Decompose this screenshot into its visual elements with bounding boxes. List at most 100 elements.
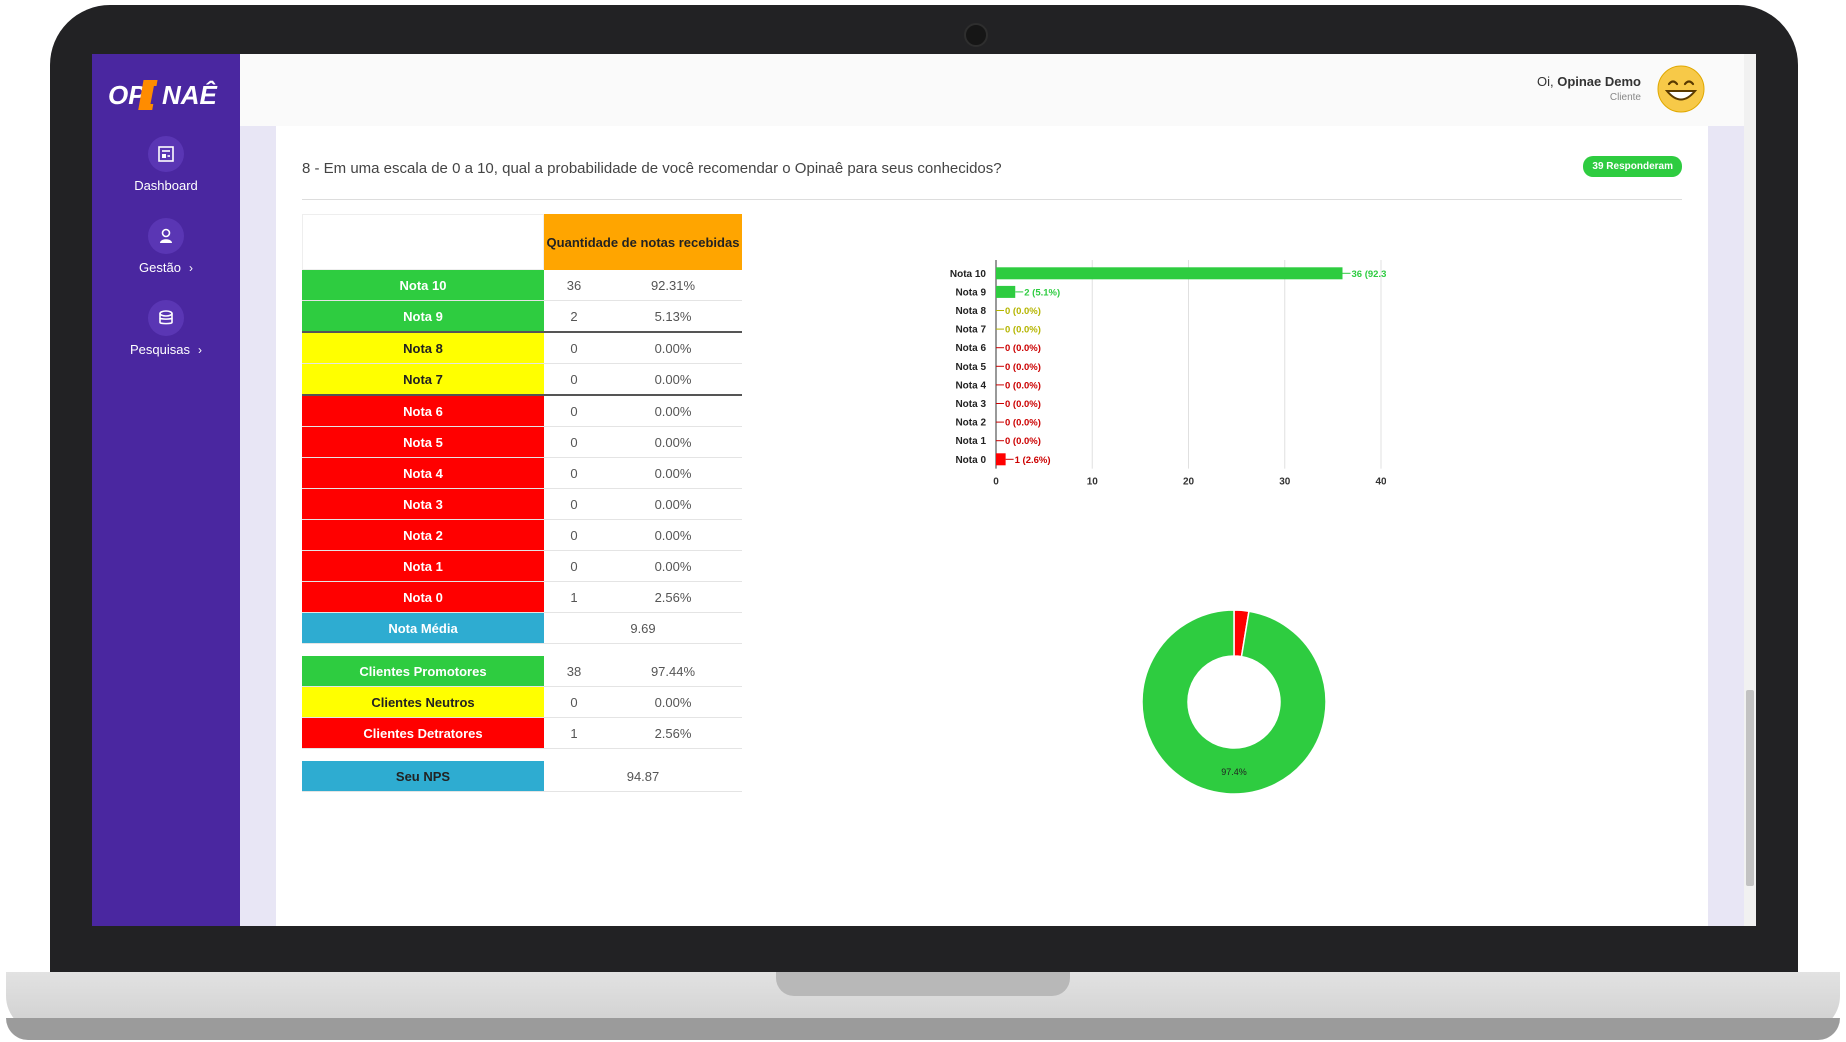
table-row: Clientes Promotores 38 97.44% bbox=[302, 656, 742, 687]
row-label: Nota 8 bbox=[302, 333, 544, 363]
nps-label: Seu NPS bbox=[302, 761, 544, 791]
table-row: Nota 6 0 0.00% bbox=[302, 396, 742, 427]
user-greeting[interactable]: Oi, Opinae Demo Cliente bbox=[1537, 74, 1641, 103]
row-percent: 2.56% bbox=[654, 725, 692, 741]
table-rows: Nota 10 36 92.31% Nota 9 2 5.13% Nota 8 0 0.00% N… bbox=[302, 270, 742, 613]
question-card: 8 - Em uma escala de 0 a 10, qual a prob… bbox=[276, 126, 1708, 926]
divider bbox=[302, 199, 1682, 200]
row-count: 0 bbox=[570, 558, 578, 574]
sidebar-item-pesquisas[interactable]: Pesquisas › bbox=[92, 300, 240, 357]
y-tick-label: Nota 0 bbox=[955, 455, 986, 466]
x-tick-label: 20 bbox=[1183, 477, 1195, 488]
row-label: Nota 3 bbox=[302, 489, 544, 519]
grinning-face-icon[interactable] bbox=[1656, 64, 1706, 114]
table-row: Nota 1 0 0.00% bbox=[302, 551, 742, 582]
user-role: Cliente bbox=[1609, 92, 1641, 103]
row-count: 1 bbox=[570, 589, 578, 605]
row-percent: 92.31% bbox=[650, 277, 696, 293]
sidebar-item-label: Pesquisas bbox=[130, 342, 190, 357]
table-row: Nota 8 0 0.00% bbox=[302, 333, 742, 364]
y-tick-label: Nota 5 bbox=[955, 362, 986, 373]
row-label: Clientes Promotores bbox=[302, 656, 544, 686]
table-row-media: Nota Média 9.69 bbox=[302, 613, 742, 644]
row-label: Nota 5 bbox=[302, 427, 544, 457]
donut-chart: 97.4% bbox=[1141, 609, 1327, 795]
table-row-nps: Seu NPS 94.87 bbox=[302, 761, 742, 792]
table-row: Nota 5 0 0.00% bbox=[302, 427, 742, 458]
row-percent: 2.56% bbox=[654, 589, 692, 605]
bar bbox=[996, 285, 1016, 298]
table-row: Nota 0 1 2.56% bbox=[302, 582, 742, 613]
media-label: Nota Média bbox=[302, 613, 544, 643]
row-percent: 0.00% bbox=[654, 403, 692, 419]
media-value: 9.69 bbox=[630, 620, 656, 636]
chevron-right-icon: › bbox=[197, 343, 202, 357]
sidebar-item-dashboard[interactable]: Dashboard bbox=[92, 136, 240, 193]
row-label: Nota 0 bbox=[302, 582, 544, 612]
data-label: 0 (0.0%) bbox=[1005, 418, 1041, 429]
scrollbar-thumb[interactable] bbox=[1746, 690, 1754, 886]
data-label: 0 (0.0%) bbox=[1005, 436, 1041, 447]
table-header-blank bbox=[302, 214, 544, 270]
row-percent: 0.00% bbox=[654, 434, 692, 450]
y-tick-label: Nota 10 bbox=[950, 269, 987, 280]
table-row: Nota 9 2 5.13% bbox=[302, 301, 742, 333]
summary-rows: Clientes Promotores 38 97.44% Clientes Neut… bbox=[302, 656, 742, 749]
y-tick-label: Nota 9 bbox=[955, 287, 986, 298]
row-percent: 0.00% bbox=[654, 527, 692, 543]
row-label: Nota 2 bbox=[302, 520, 544, 550]
row-count: 1 bbox=[570, 725, 578, 741]
bar bbox=[996, 453, 1006, 466]
sidebar-item-label: Dashboard bbox=[134, 178, 198, 193]
data-label: 0 (0.0%) bbox=[1005, 343, 1041, 354]
dashboard-icon bbox=[148, 136, 184, 172]
data-label: 0 (0.0%) bbox=[1005, 362, 1041, 373]
row-percent: 0.00% bbox=[654, 371, 692, 387]
row-count: 0 bbox=[570, 694, 578, 710]
row-label: Clientes Detratores bbox=[302, 718, 544, 748]
row-percent: 0.00% bbox=[654, 558, 692, 574]
top-bar: Oi, Opinae Demo Cliente bbox=[240, 54, 1744, 126]
pie-slice bbox=[1141, 609, 1327, 795]
row-count: 2 bbox=[570, 308, 578, 324]
y-tick-label: Nota 3 bbox=[955, 399, 986, 410]
opinae-logo[interactable]: OP I NAÊ bbox=[106, 66, 226, 126]
row-percent: 0.00% bbox=[654, 340, 692, 356]
y-tick-label: Nota 6 bbox=[955, 343, 986, 354]
row-label: Nota 4 bbox=[302, 458, 544, 488]
chevron-right-icon: › bbox=[188, 261, 193, 275]
data-label: 2 (5.1%) bbox=[1024, 287, 1060, 298]
y-tick-label: Nota 7 bbox=[955, 325, 986, 336]
row-percent: 0.00% bbox=[654, 465, 692, 481]
data-label: 0 (0.0%) bbox=[1005, 399, 1041, 410]
row-count: 0 bbox=[570, 434, 578, 450]
row-label: Nota 7 bbox=[302, 364, 544, 394]
data-label: 0 (0.0%) bbox=[1005, 325, 1041, 336]
table-row: Nota 3 0 0.00% bbox=[302, 489, 742, 520]
nps-value: 94.87 bbox=[626, 768, 660, 784]
row-count: 38 bbox=[566, 663, 582, 679]
sidebar-item-gestao[interactable]: Gestão › bbox=[92, 218, 240, 275]
row-count: 0 bbox=[570, 403, 578, 419]
row-label: Clientes Neutros bbox=[302, 687, 544, 717]
bar bbox=[996, 267, 1343, 280]
table-row: Nota 2 0 0.00% bbox=[302, 520, 742, 551]
spacer bbox=[302, 644, 742, 656]
row-percent: 0.00% bbox=[654, 694, 692, 710]
camera-dot bbox=[964, 23, 988, 47]
data-label: 1 (2.6%) bbox=[1015, 455, 1051, 466]
table-row: Nota 10 36 92.31% bbox=[302, 270, 742, 301]
greeting-prefix: Oi, bbox=[1536, 74, 1554, 89]
laptop-notch bbox=[776, 972, 1070, 996]
y-tick-label: Nota 2 bbox=[955, 418, 986, 429]
app-screen: OP I NAÊ Dashboard Gestão › Pesquisas › bbox=[92, 54, 1756, 926]
bar-chart: 0 10 20 30 40 Nota 10 36 (92.3%) Nota 9 2 (5.1%)… bbox=[950, 260, 1386, 488]
row-percent: 5.13% bbox=[654, 308, 692, 324]
responses-badge: 39 Responderam bbox=[1583, 156, 1682, 177]
database-icon bbox=[148, 300, 184, 336]
row-count: 36 bbox=[566, 277, 582, 293]
user-name: Opinae Demo bbox=[1557, 74, 1641, 89]
x-tick-label: 10 bbox=[1087, 477, 1099, 488]
row-count: 0 bbox=[570, 496, 578, 512]
row-count: 0 bbox=[570, 340, 578, 356]
